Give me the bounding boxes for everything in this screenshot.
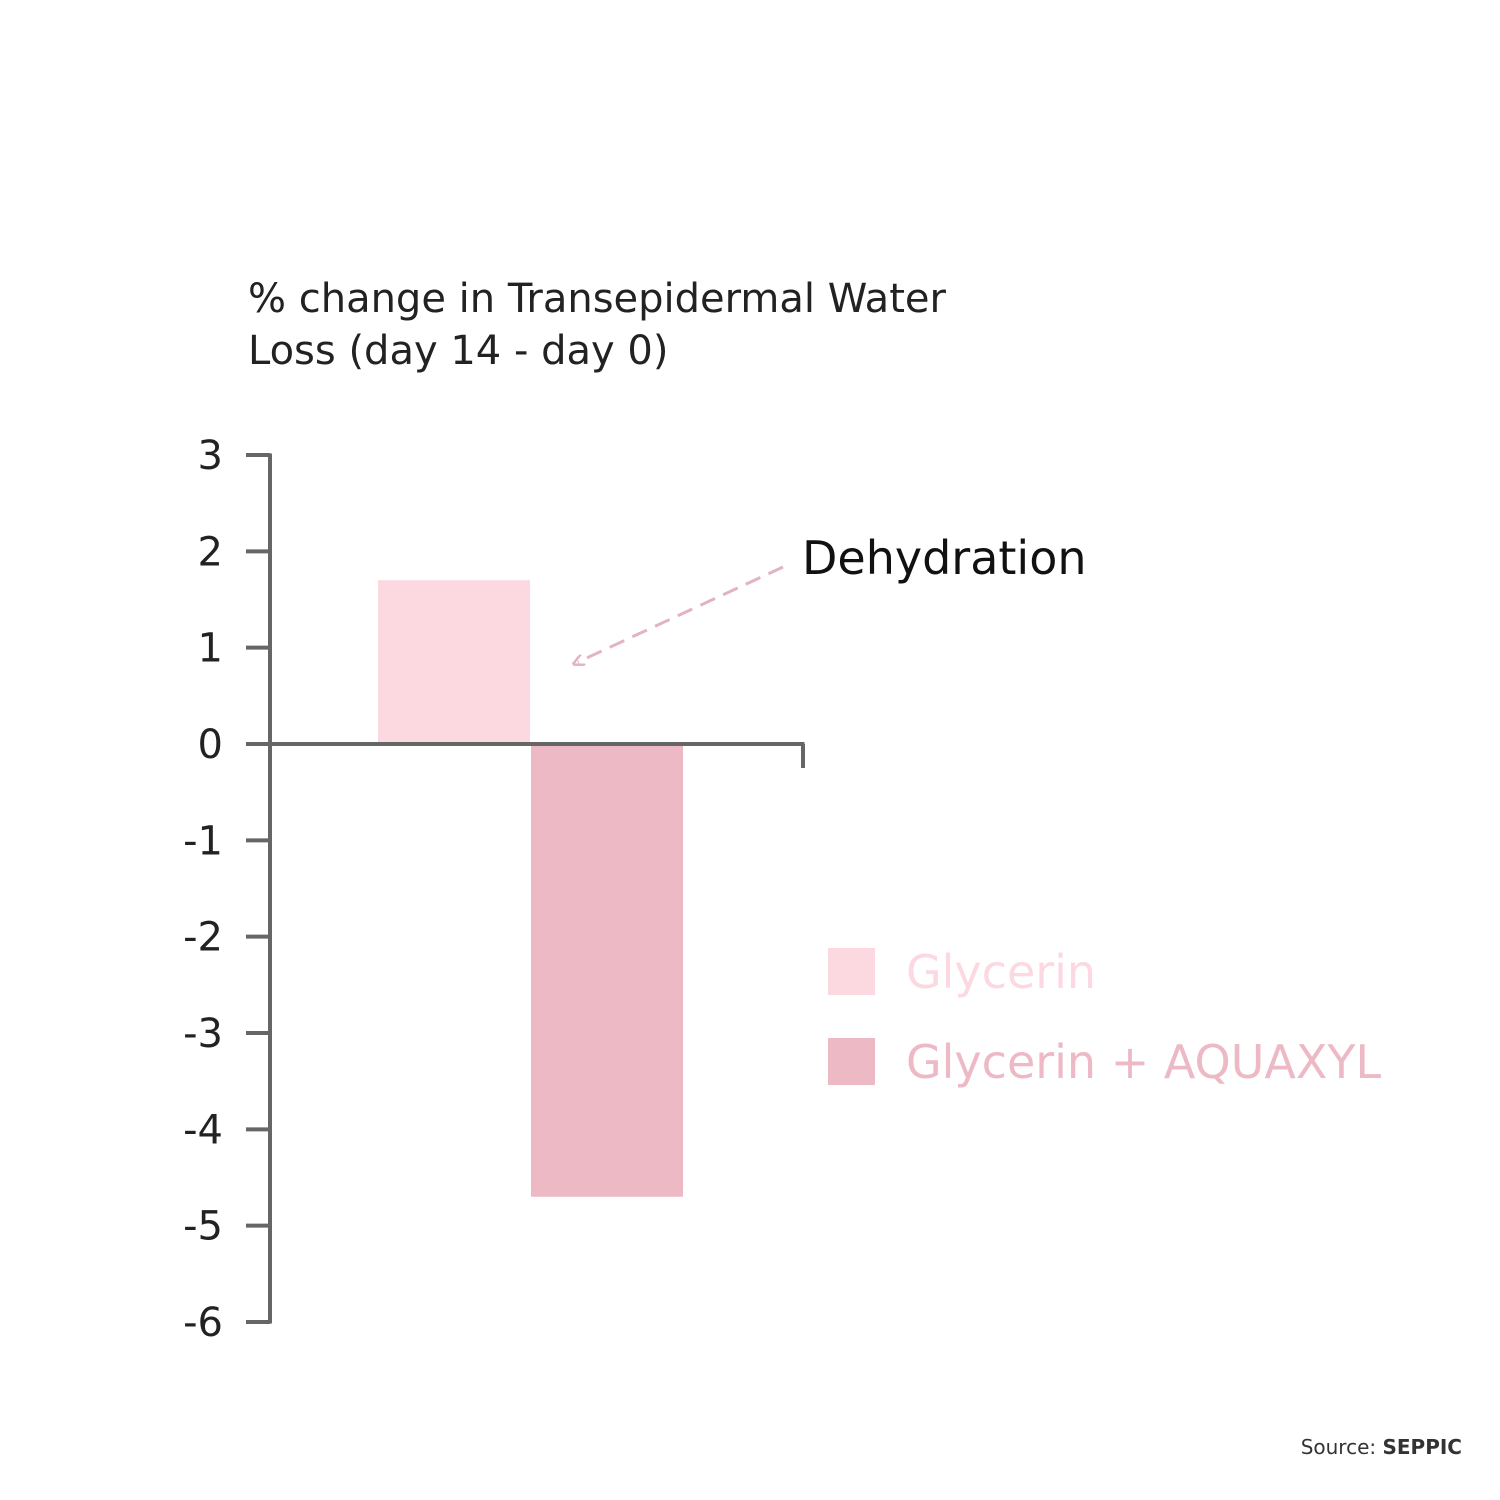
y-tick-label: -4 bbox=[183, 1107, 223, 1153]
annotation-dehydration: Dehydration bbox=[802, 531, 1087, 585]
source-caption: Source: SEPPIC bbox=[1301, 1435, 1462, 1459]
axis-layer bbox=[246, 453, 805, 1324]
y-tick-label: 1 bbox=[198, 626, 223, 672]
y-tick-label: -5 bbox=[183, 1204, 223, 1250]
source-label: Source: bbox=[1301, 1435, 1383, 1459]
bar-glycerin-aquaxyl bbox=[531, 744, 683, 1197]
annotation-arrow bbox=[578, 565, 784, 662]
legend-swatch-glycerin-aquaxyl bbox=[828, 1038, 875, 1085]
legend-swatch-glycerin bbox=[828, 948, 875, 995]
y-tick-label: 0 bbox=[198, 722, 223, 768]
y-tick-label: 3 bbox=[198, 433, 223, 479]
y-tick-label: -6 bbox=[183, 1300, 223, 1346]
y-tick-label: 2 bbox=[198, 529, 223, 575]
legend-label-glycerin: Glycerin bbox=[906, 945, 1096, 999]
ticks-layer: 3 2 1 0 -1 -2 -3 -4 -5 -6 bbox=[183, 433, 270, 1346]
legend: Glycerin Glycerin + AQUAXYL bbox=[828, 945, 1381, 1089]
y-tick-label: -1 bbox=[183, 818, 223, 864]
source-brand: SEPPIC bbox=[1382, 1435, 1462, 1459]
y-tick-label: -2 bbox=[183, 915, 223, 961]
y-tick-label: -3 bbox=[183, 1011, 223, 1057]
chart-title-line-2: Loss (day 14 - day 0) bbox=[248, 328, 668, 374]
bars-layer bbox=[378, 580, 683, 1197]
bar-glycerin bbox=[378, 580, 530, 744]
chart-title-line-1: % change in Transepidermal Water bbox=[248, 276, 946, 322]
legend-label-glycerin-aquaxyl: Glycerin + AQUAXYL bbox=[906, 1035, 1381, 1089]
